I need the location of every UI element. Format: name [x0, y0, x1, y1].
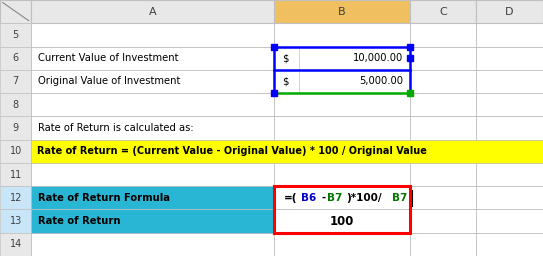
Bar	[476, 70, 543, 93]
Bar	[31, 140, 543, 163]
Text: 14: 14	[10, 239, 22, 249]
Text: $: $	[282, 77, 289, 87]
Bar	[0, 47, 31, 70]
Bar	[476, 0, 543, 23]
Text: 8: 8	[12, 100, 19, 110]
Bar	[31, 116, 274, 140]
Text: 13: 13	[10, 216, 22, 226]
Text: 10: 10	[10, 146, 22, 156]
Bar	[274, 93, 410, 116]
Text: Rate of Return: Rate of Return	[38, 216, 121, 226]
Bar	[0, 186, 31, 209]
Bar	[31, 186, 274, 209]
Bar	[31, 70, 274, 93]
Bar	[274, 163, 410, 186]
Text: 5,000.00: 5,000.00	[359, 77, 403, 87]
Bar	[476, 140, 543, 163]
Bar	[274, 186, 410, 209]
Bar	[410, 140, 476, 163]
Bar	[0, 0, 31, 23]
Bar	[476, 163, 543, 186]
Text: )*100/: )*100/	[346, 193, 382, 203]
Bar	[31, 209, 274, 233]
Bar	[410, 186, 476, 209]
Bar	[31, 93, 274, 116]
Bar	[410, 23, 476, 47]
Bar	[410, 163, 476, 186]
Text: -: -	[321, 193, 325, 203]
Bar	[0, 116, 31, 140]
Text: D: D	[506, 7, 514, 17]
Bar	[274, 140, 410, 163]
Bar	[0, 209, 31, 233]
Bar	[31, 140, 274, 163]
Bar	[31, 186, 274, 209]
Text: A: A	[149, 7, 157, 17]
Bar	[274, 0, 410, 23]
Bar	[410, 233, 476, 256]
Bar	[274, 233, 410, 256]
Text: Rate of Return Formula: Rate of Return Formula	[38, 193, 170, 203]
Bar	[0, 233, 31, 256]
Text: 100: 100	[330, 215, 354, 228]
Text: 7: 7	[12, 77, 19, 87]
Text: Rate of Return = (Current Value - Original Value) * 100 / Original Value: Rate of Return = (Current Value - Origin…	[37, 146, 427, 156]
Text: C: C	[439, 7, 447, 17]
Bar	[31, 163, 274, 186]
Bar	[274, 209, 410, 233]
Text: 12: 12	[10, 193, 22, 203]
Text: B7: B7	[393, 193, 408, 203]
Text: 10,000.00: 10,000.00	[353, 53, 403, 63]
Bar	[410, 209, 476, 233]
Bar	[410, 0, 476, 23]
Bar	[31, 47, 274, 70]
Bar	[0, 140, 31, 163]
Text: 5: 5	[12, 30, 19, 40]
Bar	[274, 70, 410, 93]
Text: B7: B7	[326, 193, 342, 203]
Bar	[274, 23, 410, 47]
Text: 9: 9	[12, 123, 19, 133]
Bar	[476, 233, 543, 256]
Bar	[0, 70, 31, 93]
Text: Rate of Return is calculated as:: Rate of Return is calculated as:	[38, 123, 194, 133]
Text: Original Value of Investment: Original Value of Investment	[38, 77, 180, 87]
Text: =(: =(	[284, 193, 298, 203]
Text: B: B	[338, 7, 346, 17]
Bar	[0, 163, 31, 186]
Bar	[476, 93, 543, 116]
Bar	[476, 116, 543, 140]
Bar	[0, 23, 31, 47]
Bar	[31, 209, 274, 233]
Bar	[31, 233, 274, 256]
Bar	[410, 47, 476, 70]
Bar	[476, 23, 543, 47]
Text: Current Value of Investment: Current Value of Investment	[38, 53, 179, 63]
Bar	[274, 47, 410, 70]
Bar	[274, 186, 410, 233]
Bar	[476, 209, 543, 233]
Bar	[410, 116, 476, 140]
Text: 6: 6	[12, 53, 19, 63]
Bar	[410, 93, 476, 116]
Text: $: $	[282, 53, 289, 63]
Bar	[476, 186, 543, 209]
Bar	[410, 70, 476, 93]
Text: B6: B6	[301, 193, 317, 203]
Bar	[31, 0, 274, 23]
Bar	[31, 23, 274, 47]
Bar	[0, 93, 31, 116]
Bar	[274, 116, 410, 140]
Bar	[476, 47, 543, 70]
Text: 11: 11	[10, 169, 22, 179]
